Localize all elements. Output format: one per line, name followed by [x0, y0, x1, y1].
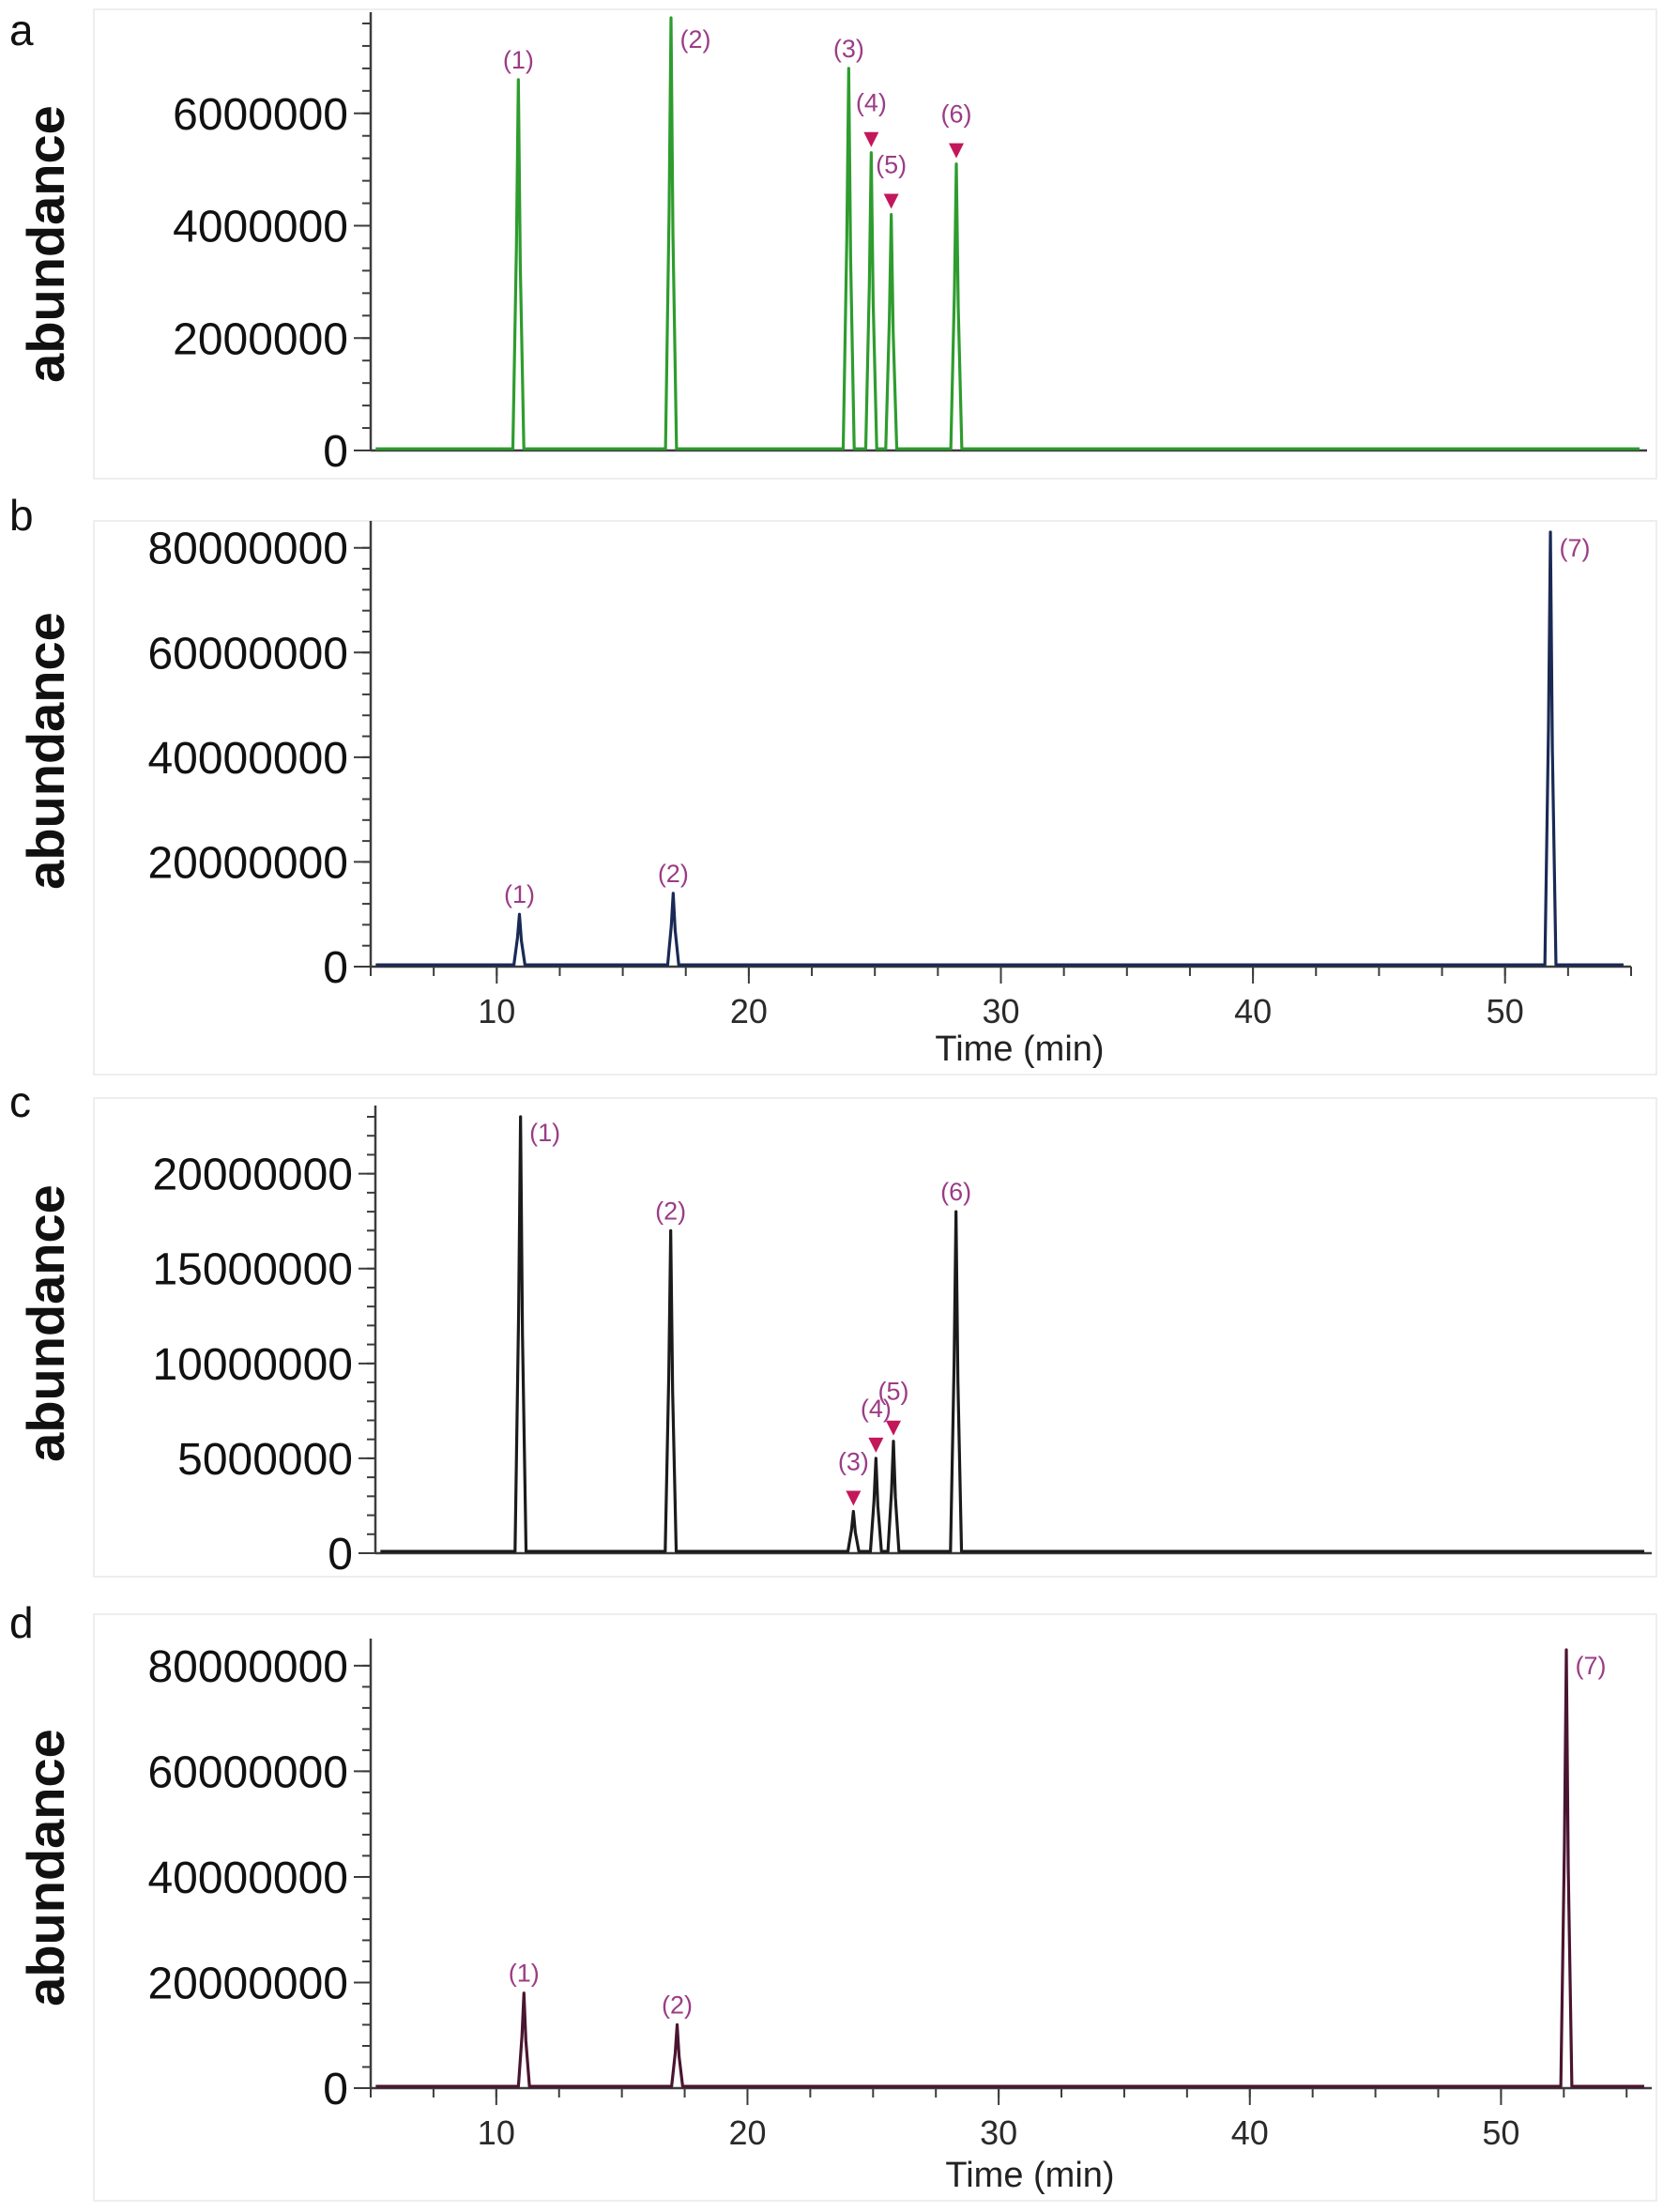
x-tick-label: 50 [1487, 992, 1524, 1030]
panel-letter: b [9, 491, 34, 540]
x-tick-label: 20 [730, 992, 768, 1030]
chart-panel-c: c abundance 0 5000000 10000000 15000000 200000… [9, 1077, 1657, 1579]
y-tick-label: 2000000 [173, 314, 348, 364]
peak-arrow-icon [863, 131, 879, 147]
y-axis-label: abundance [16, 1729, 75, 2006]
peak-label: (2) [680, 25, 711, 53]
y-axis-label: abundance [16, 105, 75, 383]
peak-arrow-icon [949, 143, 964, 159]
peak-label: (2) [655, 1197, 686, 1225]
chart-panel-a: a abundance 0 2000000 4000000 6000000 (1) (2) (3… [9, 6, 1657, 480]
x-tick-label: 40 [1234, 992, 1272, 1030]
chart-panel-d: d abundance 0 20000000 40000000 60000000 80000… [9, 1598, 1657, 2202]
y-tick-label: 0 [323, 2065, 348, 2114]
peak-label: (5) [876, 151, 907, 179]
x-axis-label: Time (min) [945, 2156, 1114, 2195]
y-tick-label: 20000000 [147, 1959, 348, 2008]
x-axis-label: Time (min) [935, 1030, 1104, 1069]
y-tick-label: 60000000 [147, 1747, 348, 1797]
y-tick-label: 10000000 [152, 1340, 353, 1390]
peak-arrow-icon [846, 1490, 862, 1506]
peak-label: (7) [1560, 534, 1591, 562]
chromatogram-trace [375, 530, 1624, 967]
peak-label: (1) [504, 880, 535, 908]
peak-label: (5) [878, 1378, 909, 1406]
y-tick-label: 20000000 [152, 1151, 353, 1200]
peak-label: (4) [856, 89, 887, 117]
plot-area [93, 1613, 1657, 2202]
panel-letter: c [9, 1077, 31, 1126]
chromatogram-trace [375, 1648, 1644, 2088]
chromatogram-trace [375, 16, 1640, 450]
y-tick-label: 20000000 [147, 838, 348, 888]
y-tick-label: 40000000 [147, 1854, 348, 1903]
peak-arrow-icon [886, 1420, 901, 1436]
peak-label: (6) [941, 100, 972, 129]
peak-label: (2) [662, 1991, 693, 2019]
x-tick-label: 30 [980, 2113, 1017, 2152]
y-tick-label: 80000000 [147, 1642, 348, 1692]
peak-label: (6) [940, 1178, 971, 1206]
peak-label: (1) [503, 46, 534, 74]
panel-letter: d [9, 1598, 34, 1647]
y-axis-label: abundance [16, 1184, 75, 1462]
chart-panel-b: b abundance 0 20000000 40000000 60000000 80000… [9, 491, 1657, 1075]
peak-label: (3) [833, 35, 864, 63]
chromatogram-trace [380, 1115, 1644, 1553]
y-tick-label: 0 [323, 427, 348, 477]
x-tick-label: 50 [1482, 2113, 1519, 2152]
y-tick-label: 6000000 [173, 90, 348, 140]
x-tick-label: 30 [982, 992, 1019, 1030]
y-tick-label: 4000000 [173, 203, 348, 252]
y-tick-label: 40000000 [147, 734, 348, 784]
peak-label: (7) [1576, 1652, 1607, 1680]
plot-area [93, 520, 1657, 1075]
peak-label: (1) [509, 1960, 540, 1988]
peak-label: (3) [838, 1448, 869, 1476]
x-tick-label: 20 [728, 2113, 766, 2152]
peak-label: (4) [861, 1395, 892, 1423]
y-tick-label: 80000000 [147, 525, 348, 574]
peak-arrow-icon [883, 193, 899, 209]
y-tick-label: 5000000 [177, 1435, 353, 1485]
peak-label: (2) [658, 860, 689, 888]
x-tick-label: 10 [478, 2113, 515, 2152]
x-tick-label: 10 [478, 992, 515, 1030]
y-tick-label: 15000000 [152, 1245, 353, 1295]
y-tick-label: 60000000 [147, 629, 348, 679]
panel-letter: a [9, 6, 34, 54]
peak-arrow-icon [868, 1437, 884, 1453]
y-tick-label: 0 [328, 1530, 353, 1579]
y-axis-label: abundance [16, 612, 75, 890]
y-tick-label: 0 [323, 943, 348, 993]
x-tick-label: 40 [1231, 2113, 1269, 2152]
peak-label: (1) [529, 1119, 560, 1147]
